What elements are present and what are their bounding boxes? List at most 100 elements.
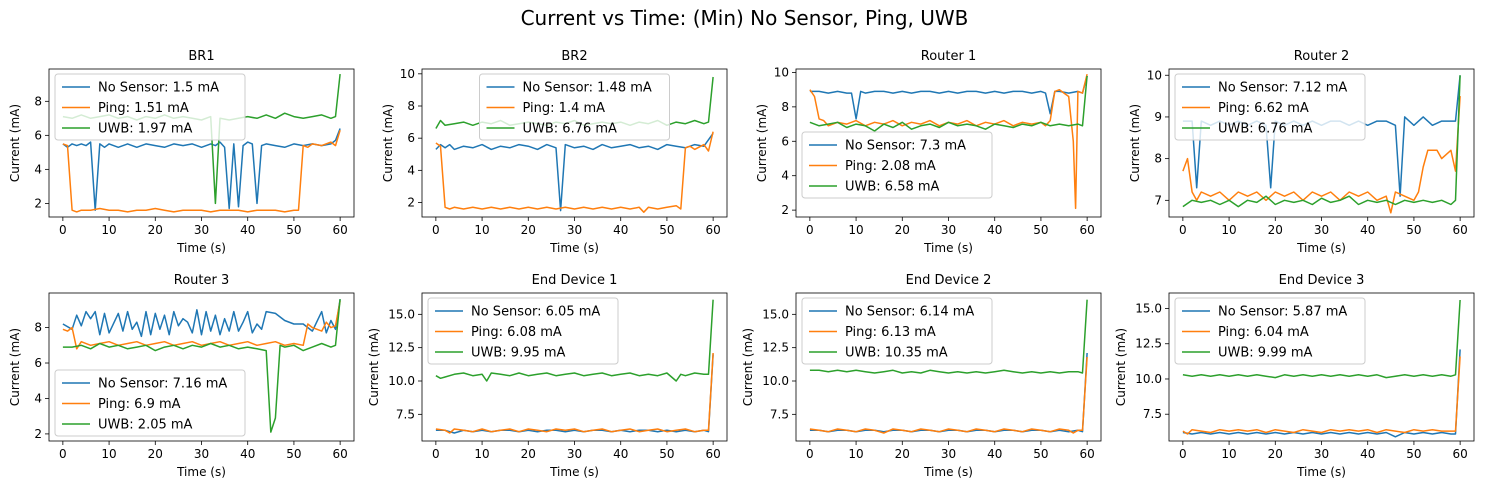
subplot-title: Router 3 bbox=[174, 273, 230, 288]
subplot-3: Router 1 0 10 20 30 40 50 60 2 4 6 8 10 Time (s) Curre… bbox=[755, 49, 1102, 255]
legend-entry: Ping: 6.08 mA bbox=[471, 325, 562, 340]
series-line-ping bbox=[62, 300, 341, 350]
subplot-4: Router 2 0 10 20 30 40 50 60 7 8 9 10 Time (s) Curren… bbox=[1128, 49, 1475, 255]
y-tick-label: 8 bbox=[1154, 152, 1162, 166]
y-tick-label: 2 bbox=[34, 196, 42, 210]
x-axis-label: Time (s) bbox=[176, 241, 226, 255]
y-tick-label: 10.0 bbox=[1135, 372, 1162, 386]
x-tick-label: 10 bbox=[474, 447, 489, 461]
y-tick-label: 2 bbox=[781, 203, 789, 217]
x-tick-label: 20 bbox=[148, 447, 163, 461]
y-tick-label: 6 bbox=[407, 131, 415, 145]
x-tick-label: 20 bbox=[1268, 447, 1283, 461]
x-tick-label: 0 bbox=[432, 223, 440, 237]
x-tick-label: 40 bbox=[987, 447, 1002, 461]
x-tick-label: 10 bbox=[1221, 447, 1236, 461]
y-tick-label: 10 bbox=[774, 65, 789, 79]
x-tick-label: 0 bbox=[1179, 223, 1187, 237]
legend-box bbox=[54, 369, 246, 437]
series-line-no-sensor bbox=[809, 352, 1088, 433]
series-line-uwb bbox=[1182, 75, 1461, 208]
x-tick-label: 40 bbox=[613, 447, 628, 461]
legend: No Sensor: 7.16 mA Ping: 6.9 mA UWB: 2.05 … bbox=[54, 369, 246, 437]
x-tick-label: 0 bbox=[59, 223, 67, 237]
y-tick-label: 6 bbox=[34, 128, 42, 142]
legend-box bbox=[54, 73, 246, 141]
x-tick-label: 30 bbox=[1314, 223, 1329, 237]
legend-entry: No Sensor: 7.12 mA bbox=[1218, 81, 1347, 96]
x-tick-label: 10 bbox=[101, 447, 116, 461]
x-axis-label: Time (s) bbox=[1296, 241, 1346, 255]
x-tick-label: 60 bbox=[705, 223, 720, 237]
y-axis-label: Current (mA) bbox=[1128, 104, 1142, 182]
subplot-title: Router 2 bbox=[1294, 49, 1350, 64]
y-tick-label: 12.5 bbox=[762, 341, 789, 355]
x-tick-label: 50 bbox=[1033, 223, 1048, 237]
series-line-no-sensor bbox=[62, 299, 341, 338]
x-tick-label: 20 bbox=[895, 223, 910, 237]
x-axis-label: Time (s) bbox=[549, 465, 599, 479]
legend-box bbox=[801, 297, 993, 365]
series-line-no-sensor bbox=[809, 75, 1088, 120]
subplot-title: BR1 bbox=[188, 49, 214, 64]
y-tick-label: 4 bbox=[407, 163, 415, 177]
x-tick-label: 0 bbox=[1179, 447, 1187, 461]
series-line-no-sensor bbox=[435, 132, 714, 212]
subplot-title: End Device 1 bbox=[532, 273, 618, 288]
x-tick-label: 30 bbox=[941, 447, 956, 461]
y-tick-label: 8 bbox=[34, 321, 42, 335]
legend-box bbox=[427, 297, 619, 365]
x-tick-label: 10 bbox=[848, 223, 863, 237]
series-line-no-sensor bbox=[1182, 349, 1461, 438]
y-tick-label: 6 bbox=[34, 356, 42, 370]
y-tick-label: 9 bbox=[1154, 110, 1162, 124]
series-line-uwb bbox=[62, 299, 341, 433]
legend: No Sensor: 6.14 mA Ping: 6.13 mA UWB: 10.3… bbox=[801, 297, 993, 365]
x-tick-label: 50 bbox=[1033, 447, 1048, 461]
subplot-6: End Device 1 0 10 20 30 40 50 60 7.5 10.0 12.5 15.0… bbox=[367, 273, 728, 479]
x-tick-label: 60 bbox=[705, 447, 720, 461]
legend-entry: UWB: 6.76 mA bbox=[1218, 122, 1313, 137]
subplot-title: BR2 bbox=[561, 49, 587, 64]
legend-box bbox=[1174, 73, 1366, 141]
subplot-title: Router 1 bbox=[921, 49, 977, 64]
legend-entry: Ping: 6.04 mA bbox=[1218, 325, 1309, 340]
subplot-title: End Device 3 bbox=[1279, 273, 1365, 288]
series-line-ping bbox=[435, 131, 714, 213]
series-line-no-sensor bbox=[435, 354, 714, 434]
legend-entry: No Sensor: 1.5 mA bbox=[98, 81, 219, 96]
series-line-uwb bbox=[1182, 299, 1461, 379]
x-axis-label: Time (s) bbox=[176, 465, 226, 479]
series-line-ping bbox=[809, 74, 1088, 210]
legend: No Sensor: 7.12 mA Ping: 6.62 mA UWB: 6.76… bbox=[1174, 73, 1366, 141]
legend-box bbox=[801, 131, 993, 199]
x-tick-label: 20 bbox=[895, 447, 910, 461]
subplot-5: Router 3 0 10 20 30 40 50 60 2 4 6 8 Time (s) Current… bbox=[8, 273, 355, 479]
x-tick-label: 50 bbox=[1406, 223, 1421, 237]
x-tick-label: 0 bbox=[432, 447, 440, 461]
x-tick-label: 20 bbox=[148, 223, 163, 237]
x-tick-label: 60 bbox=[332, 223, 347, 237]
legend: No Sensor: 1.5 mA Ping: 1.51 mA UWB: 1.97 … bbox=[54, 73, 246, 141]
legend-box bbox=[479, 73, 670, 141]
x-tick-label: 20 bbox=[521, 223, 536, 237]
legend-entry: No Sensor: 5.87 mA bbox=[1218, 305, 1347, 320]
y-tick-label: 10 bbox=[400, 67, 415, 81]
y-tick-label: 4 bbox=[34, 391, 42, 405]
legend-entry: Ping: 6.9 mA bbox=[98, 397, 181, 412]
y-tick-label: 8 bbox=[407, 99, 415, 113]
subplot-1: BR1 0 10 20 30 40 50 60 2 4 6 8 Time (s) Current (mA)… bbox=[8, 49, 355, 255]
x-tick-label: 40 bbox=[1360, 223, 1375, 237]
legend-entry: UWB: 6.76 mA bbox=[523, 122, 618, 137]
y-tick-label: 12.5 bbox=[1135, 337, 1162, 351]
y-tick-label: 15.0 bbox=[1135, 302, 1162, 316]
y-axis-label: Current (mA) bbox=[755, 104, 769, 182]
legend-entry: No Sensor: 6.05 mA bbox=[471, 305, 600, 320]
x-tick-label: 0 bbox=[59, 447, 67, 461]
x-tick-label: 30 bbox=[941, 223, 956, 237]
x-tick-label: 30 bbox=[567, 447, 582, 461]
x-axis-label: Time (s) bbox=[1296, 465, 1346, 479]
y-tick-label: 4 bbox=[781, 169, 789, 183]
